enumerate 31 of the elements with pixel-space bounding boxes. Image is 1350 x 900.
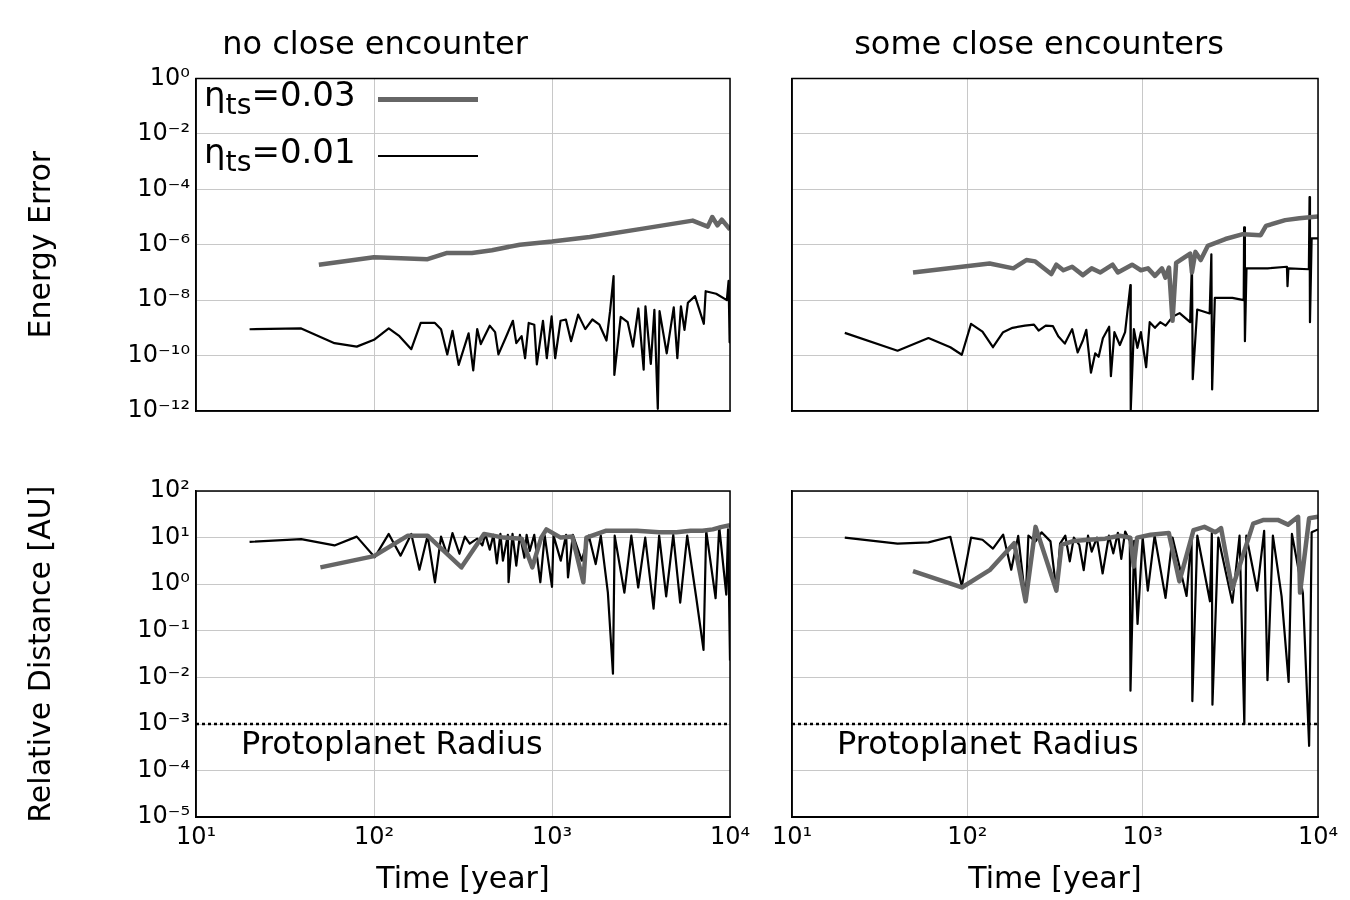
y-tick-label: 10⁰ (149, 62, 190, 91)
y-tick-label: 10⁻⁸ (137, 284, 190, 313)
y-tick-label: 10⁻³ (137, 708, 190, 737)
y-tick-label: 10⁻¹² (127, 395, 190, 424)
x-tick-label: 10⁴ (709, 821, 751, 850)
y-axis-title: Energy Error (21, 150, 57, 339)
y-tick-label: 10² (149, 475, 190, 504)
ref-line-label: Protoplanet Radius (837, 724, 1139, 763)
y-tick-label: 10⁻⁴ (137, 754, 190, 783)
chart-title: some close encounters (854, 23, 1224, 62)
y-tick-label: 10⁻² (137, 661, 190, 690)
x-tick-label: 10¹ (771, 821, 813, 850)
y-tick-label: 10⁰ (149, 568, 190, 597)
x-tick-label: 10³ (531, 821, 573, 850)
y-tick-label: 10⁻¹⁰ (127, 339, 190, 368)
x-tick-label: 10² (947, 821, 988, 850)
y-tick-label: 10⁻⁴ (137, 173, 190, 202)
y-tick-label: 10⁻² (137, 118, 190, 147)
chart-title: no close encounter (222, 23, 529, 62)
y-tick-label: 10⁻¹ (137, 615, 190, 644)
y-tick-label: 10⁻⁶ (137, 228, 190, 257)
x-axis-title: Time [year] (967, 859, 1142, 895)
legend-label: η$_{ts}$=0.03 (204, 73, 356, 123)
x-axis-title: Time [year] (375, 859, 550, 895)
y-tick-label: 10¹ (149, 521, 190, 550)
x-tick-label: 10³ (1122, 821, 1163, 850)
x-tick-label: 10⁴ (1297, 821, 1339, 850)
x-tick-label: 10² (353, 821, 395, 850)
y-axis-title: Relative Distance [AU] (21, 485, 57, 823)
ref-line-label: Protoplanet Radius (241, 724, 543, 763)
legend-label: η$_{ts}$=0.01 (204, 129, 356, 180)
